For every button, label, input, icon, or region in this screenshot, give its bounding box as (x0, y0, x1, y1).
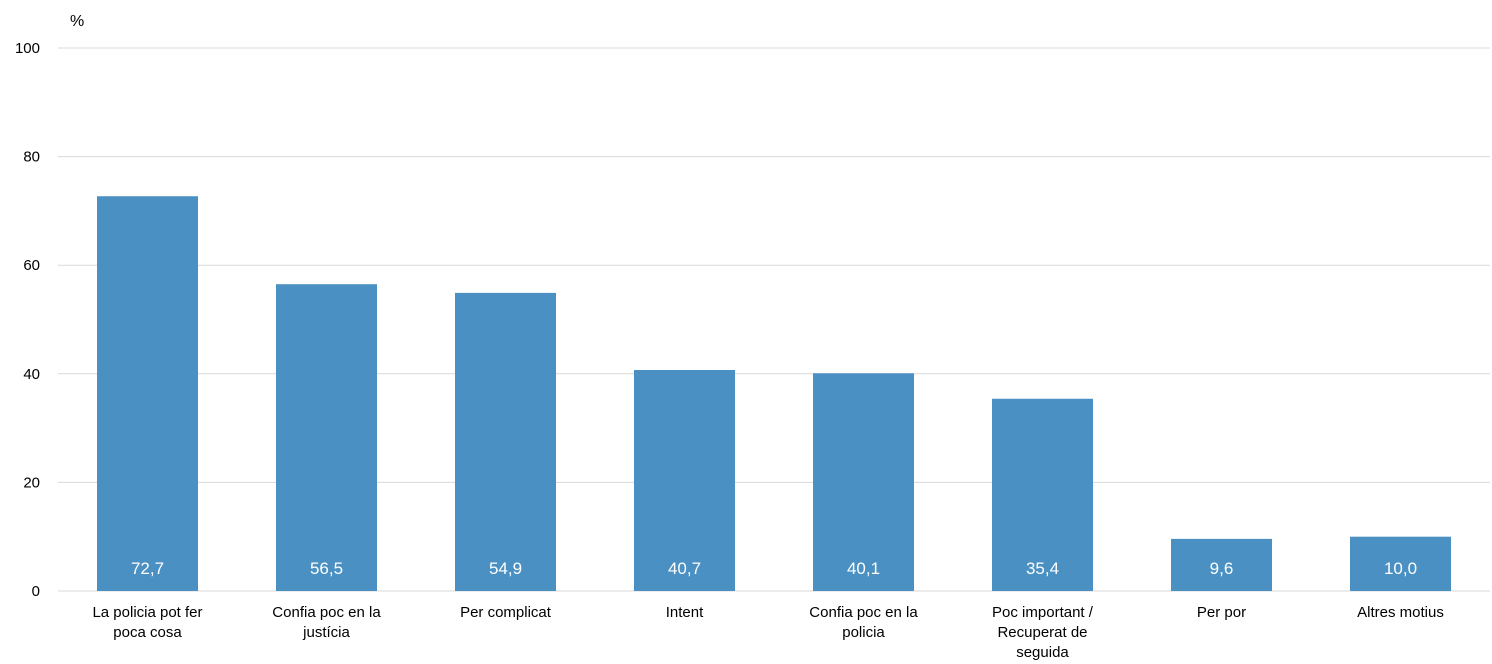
value-label: 40,1 (847, 559, 880, 578)
y-tick-label: 100 (15, 40, 40, 57)
bar (276, 284, 377, 591)
bar (813, 373, 914, 591)
category-label: Intent (666, 604, 704, 621)
category-label: Poc important / (992, 604, 1094, 621)
value-label: 54,9 (489, 559, 522, 578)
value-label: 9,6 (1210, 559, 1234, 578)
y-axis-ticks: 0 20 40 60 80 100 (15, 40, 40, 600)
y-tick-label: 0 (32, 583, 40, 600)
bars (97, 196, 1451, 591)
category-label: Per por (1197, 604, 1246, 621)
category-label: policia (842, 624, 885, 641)
bar (97, 196, 198, 591)
gridlines (58, 47, 1490, 592)
y-tick-label: 20 (23, 474, 40, 491)
value-label: 10,0 (1384, 559, 1417, 578)
category-label: Confia poc en la (272, 604, 381, 621)
category-label: La policia pot fer (92, 604, 202, 621)
y-axis-unit-label: % (70, 13, 84, 30)
y-tick-label: 40 (23, 366, 40, 383)
bar (455, 292, 556, 591)
value-labels: 72,7 56,5 54,9 40,7 40,1 35,4 9,6 10,0 (131, 559, 1417, 578)
category-label: justícia (302, 624, 350, 641)
bar (992, 398, 1093, 591)
bar (1350, 536, 1451, 591)
bar (634, 369, 735, 591)
category-label: Per complicat (460, 604, 552, 621)
category-label: Recuperat de (997, 624, 1087, 641)
y-tick-label: 60 (23, 257, 40, 274)
value-label: 40,7 (668, 559, 701, 578)
bar (1171, 538, 1272, 591)
value-label: 35,4 (1026, 559, 1059, 578)
category-label: poca cosa (113, 624, 182, 641)
y-tick-label: 80 (23, 149, 40, 166)
category-label: Altres motius (1357, 604, 1444, 621)
value-label: 56,5 (310, 559, 343, 578)
value-label: 72,7 (131, 559, 164, 578)
category-label: seguida (1016, 644, 1069, 661)
category-label: Confia poc en la (809, 604, 918, 621)
category-labels: La policia pot fer poca cosa Confia poc en… (92, 604, 1443, 661)
